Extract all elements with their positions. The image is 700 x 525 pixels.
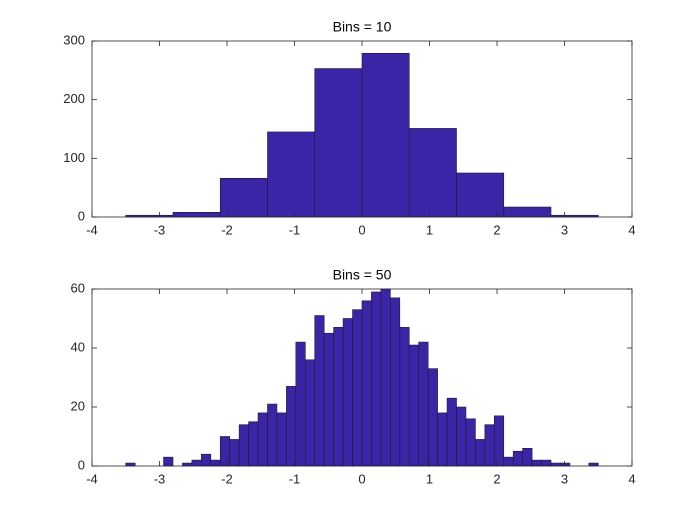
bar — [503, 206, 552, 218]
x-tick-label: 2 — [493, 222, 500, 237]
y-tick-label: 20 — [71, 398, 85, 413]
bar — [125, 462, 136, 467]
bar — [493, 415, 505, 467]
bar — [503, 456, 514, 467]
x-tick-label: 3 — [561, 222, 568, 237]
bar — [361, 53, 410, 218]
x-tick-label: -2 — [221, 471, 233, 486]
x-tick-label: 0 — [358, 471, 365, 486]
bar — [456, 406, 467, 467]
bar — [475, 439, 486, 467]
x-tick-label: -4 — [86, 471, 98, 486]
bar — [257, 412, 268, 467]
bar — [304, 359, 316, 467]
bar — [522, 447, 533, 467]
bar — [295, 341, 306, 467]
bar — [380, 288, 391, 467]
bar — [163, 456, 174, 467]
bar — [172, 212, 221, 218]
bar — [512, 450, 523, 467]
bar — [219, 436, 230, 467]
bar — [446, 397, 457, 467]
x-tick-label: 2 — [493, 471, 500, 486]
y-tick-label: 0 — [78, 208, 85, 223]
bar — [427, 368, 438, 467]
x-tick-label: -1 — [289, 471, 301, 486]
bar — [484, 424, 495, 467]
x-tick-label: 3 — [561, 471, 568, 486]
y-tick-label: 40 — [71, 339, 85, 354]
bar — [342, 318, 353, 467]
x-tick-label: 4 — [628, 471, 635, 486]
bar — [201, 453, 212, 467]
bar — [314, 315, 325, 467]
y-tick-label: 300 — [63, 32, 85, 47]
bar — [399, 327, 410, 467]
bar — [531, 459, 542, 467]
y-tick-label: 60 — [71, 280, 85, 295]
bar — [465, 418, 476, 467]
bar — [560, 462, 571, 467]
bar — [286, 386, 297, 467]
bar — [323, 332, 334, 467]
bar — [248, 421, 259, 467]
bar — [437, 412, 448, 467]
y-tick-label: 200 — [63, 91, 85, 106]
bar — [210, 459, 221, 467]
x-tick-label: 0 — [358, 222, 365, 237]
bar — [408, 344, 419, 467]
y-tick-label: 100 — [63, 150, 85, 165]
bar — [352, 309, 363, 467]
bar — [361, 300, 372, 467]
bar — [418, 341, 429, 467]
bar — [456, 172, 505, 218]
y-tick-label: 0 — [78, 457, 85, 472]
bar — [267, 403, 278, 467]
bar — [333, 327, 344, 467]
bar — [267, 131, 316, 218]
chart-title: Bins = 10 — [333, 19, 392, 35]
bar — [314, 68, 363, 218]
bar — [191, 459, 202, 467]
bar — [541, 459, 552, 467]
x-tick-label: -1 — [289, 222, 301, 237]
bar — [408, 128, 457, 218]
x-tick-label: -3 — [154, 471, 166, 486]
bar — [371, 291, 382, 467]
x-tick-label: 4 — [628, 222, 635, 237]
x-tick-label: -3 — [154, 222, 166, 237]
x-tick-label: 1 — [426, 471, 433, 486]
x-tick-label: -2 — [221, 222, 233, 237]
bar — [229, 439, 240, 467]
bar — [238, 424, 249, 467]
bar — [182, 462, 193, 467]
bar — [219, 177, 268, 218]
bar — [390, 297, 401, 467]
x-tick-label: 1 — [426, 222, 433, 237]
bar — [276, 412, 287, 467]
x-tick-label: -4 — [86, 222, 98, 237]
bar — [550, 462, 561, 467]
chart-title: Bins = 50 — [333, 267, 392, 283]
bar — [588, 462, 599, 467]
